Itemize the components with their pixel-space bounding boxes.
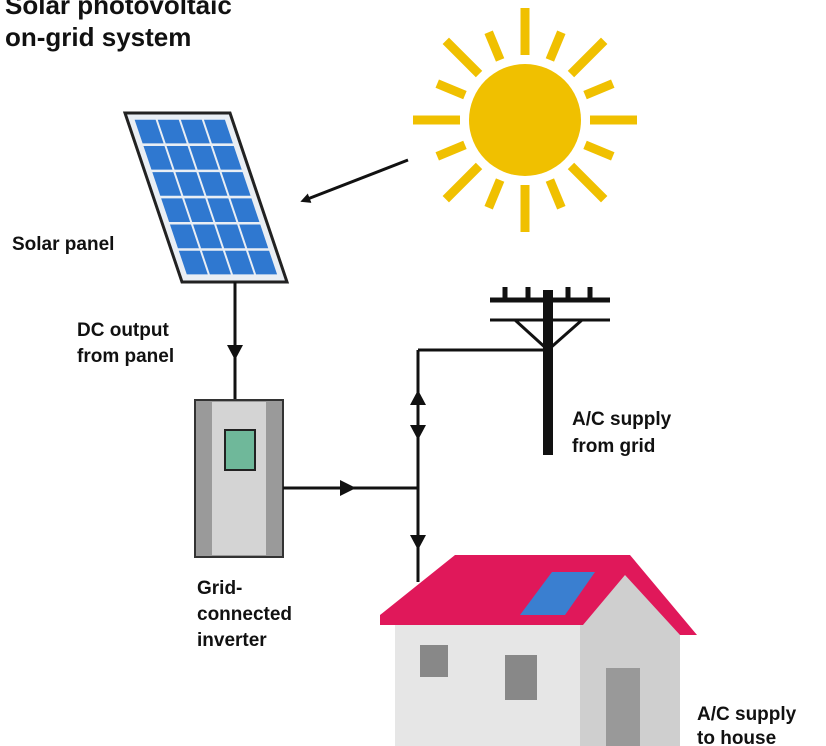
panel-cell xyxy=(175,172,205,196)
house xyxy=(380,555,697,746)
inverter xyxy=(194,399,284,558)
sun xyxy=(413,8,637,232)
panel-cell xyxy=(178,250,208,275)
power-pole xyxy=(490,287,610,455)
label: Solar panel xyxy=(12,234,114,255)
panel-cell xyxy=(207,198,237,223)
panel-cell xyxy=(203,119,233,144)
label: to house xyxy=(697,728,776,746)
solar-panel xyxy=(122,111,290,284)
sun-ray xyxy=(435,140,467,161)
panel-cell xyxy=(169,224,199,249)
label: A/C supply xyxy=(697,704,797,725)
arrows xyxy=(340,390,426,550)
panel-cell xyxy=(212,145,242,170)
label: from grid xyxy=(572,436,655,457)
label: connected xyxy=(197,604,292,625)
sun-ray xyxy=(442,162,483,203)
sun-ray xyxy=(583,79,615,100)
panel-cell xyxy=(152,172,182,196)
panel-cell xyxy=(201,250,231,275)
arrow xyxy=(227,345,243,360)
panel-cell xyxy=(221,172,251,196)
panel-cell xyxy=(180,119,210,144)
sun-ray xyxy=(484,30,505,62)
panel-cell xyxy=(193,224,223,249)
sun-ray xyxy=(567,162,608,203)
panel-cell xyxy=(134,119,164,144)
panel-cell xyxy=(166,145,196,170)
sun-arrow xyxy=(300,158,409,203)
panel-cell xyxy=(143,145,173,170)
panel-cell xyxy=(225,250,254,275)
sun-ray xyxy=(583,140,615,161)
label: from panel xyxy=(77,346,174,367)
wiring xyxy=(283,348,548,582)
panel-cell xyxy=(198,172,228,196)
label: DC output xyxy=(77,320,169,341)
sun-ray xyxy=(484,178,505,210)
title-line: Solar photovoltaic xyxy=(5,0,232,20)
sun-ray xyxy=(442,37,483,78)
sun-disc xyxy=(469,64,581,176)
panel-cell xyxy=(230,198,260,223)
panel-cell xyxy=(216,224,246,249)
panel-cell xyxy=(157,119,187,144)
sun-ray xyxy=(545,30,566,62)
sun-ray xyxy=(545,178,566,210)
sun-ray xyxy=(567,37,608,78)
sun-ray xyxy=(435,79,467,100)
panel-cell xyxy=(161,198,191,223)
title-line: on-grid system xyxy=(5,22,191,52)
label: Grid- xyxy=(197,578,242,599)
label: inverter xyxy=(197,630,267,651)
label: A/C supply xyxy=(572,409,672,430)
panel-cell xyxy=(189,145,219,170)
panel-cell xyxy=(239,224,269,249)
panel-cell xyxy=(248,250,278,275)
panel-cell xyxy=(184,198,214,223)
